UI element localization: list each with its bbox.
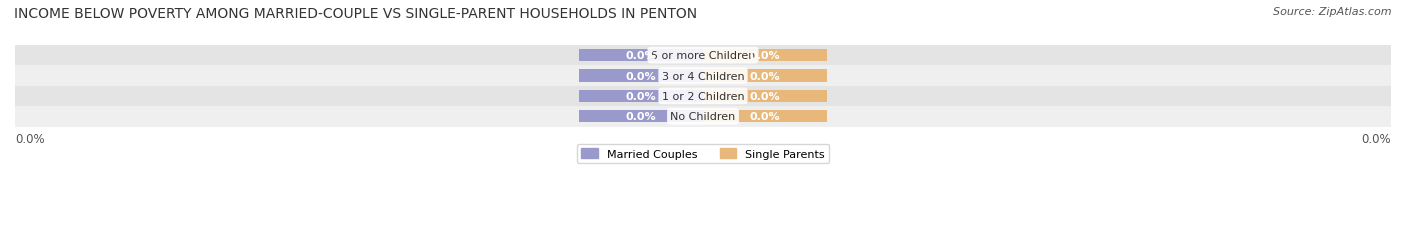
Bar [579,111,703,123]
Bar [579,90,703,103]
Text: 0.0%: 0.0% [1361,133,1391,146]
Bar [579,70,703,82]
Bar [703,70,827,82]
Text: 5 or more Children: 5 or more Children [651,51,755,61]
Bar [15,66,1391,86]
Bar [703,50,827,62]
Legend: Married Couples, Single Parents: Married Couples, Single Parents [576,144,830,164]
Text: 0.0%: 0.0% [749,91,780,101]
Text: 0.0%: 0.0% [626,71,657,81]
Text: 0.0%: 0.0% [626,112,657,122]
Text: 1 or 2 Children: 1 or 2 Children [662,91,744,101]
Text: 0.0%: 0.0% [626,91,657,101]
Text: 0.0%: 0.0% [749,51,780,61]
Text: 0.0%: 0.0% [15,133,45,146]
Text: No Children: No Children [671,112,735,122]
Text: 0.0%: 0.0% [626,51,657,61]
Bar [15,107,1391,127]
Bar [703,111,827,123]
Bar [15,46,1391,66]
Bar [579,50,703,62]
Bar [703,90,827,103]
Text: 3 or 4 Children: 3 or 4 Children [662,71,744,81]
Bar [15,86,1391,107]
Text: Source: ZipAtlas.com: Source: ZipAtlas.com [1274,7,1392,17]
Text: 0.0%: 0.0% [749,71,780,81]
Text: INCOME BELOW POVERTY AMONG MARRIED-COUPLE VS SINGLE-PARENT HOUSEHOLDS IN PENTON: INCOME BELOW POVERTY AMONG MARRIED-COUPL… [14,7,697,21]
Text: 0.0%: 0.0% [749,112,780,122]
